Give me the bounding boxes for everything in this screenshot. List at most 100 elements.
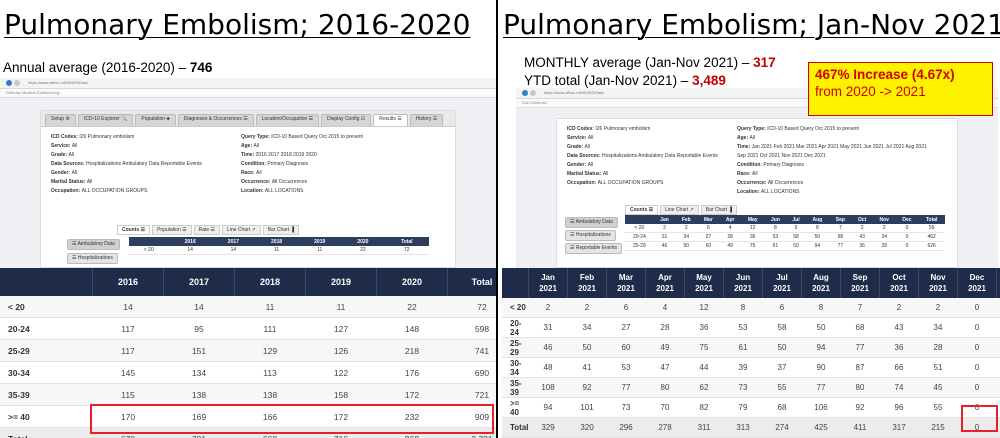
- app-tab-location-occupation[interactable]: Location/Occupation ☰: [255, 114, 320, 126]
- app-tab-results[interactable]: Results ☰: [373, 114, 408, 126]
- query-field-value: All: [602, 171, 609, 177]
- left-dmss-screenshot: https://www.afhsc.mil/DMSS/Data Defense …: [0, 78, 496, 268]
- monthly-average-line: MONTHLY average (Jan-Nov 2021) – 317: [524, 55, 776, 70]
- data-source-button-hospitalizations[interactable]: ☰ Hospitalizations: [67, 253, 118, 264]
- chart-tab-bar-chart[interactable]: Bar Chart ▐: [262, 225, 300, 235]
- table-cell: 169: [163, 405, 235, 428]
- query-field-value: Jan 2021 Feb 2021 Mar 2021 Apr 2021 May …: [751, 144, 927, 150]
- mini-table-cell: 50: [675, 241, 698, 251]
- query-field-value: All: [587, 135, 594, 141]
- mini-table-cell: 14: [211, 246, 255, 255]
- chart-tab-rate[interactable]: Rate ☰: [193, 225, 221, 235]
- table-cell: 53: [723, 317, 763, 338]
- query-field-label: Service:: [567, 135, 588, 141]
- app-tab-setup[interactable]: Setup ⚙: [45, 114, 76, 126]
- table-cell: 14: [92, 296, 164, 318]
- table-cell: 6: [762, 298, 802, 318]
- annual-average-label: Annual average (2016-2020) –: [3, 60, 190, 75]
- column-header-year: 2021: [773, 284, 791, 293]
- data-source-button-reportable-events[interactable]: ☰ Reportable Events: [565, 243, 623, 254]
- chart-tab-counts[interactable]: Counts ☰: [117, 225, 151, 235]
- query-field: Condition: Primary Diagnosis: [737, 161, 927, 170]
- chart-tab-population[interactable]: Population ☰: [152, 225, 192, 235]
- table-cell: 11: [234, 296, 306, 318]
- bookmark-item[interactable]: Defense Medical Epidemiolog...: [6, 90, 63, 95]
- table-cell: 0: [957, 397, 997, 418]
- table-cell: 58: [762, 317, 802, 338]
- row-label: >= 40: [502, 397, 529, 418]
- forward-arrow-icon[interactable]: [14, 80, 20, 86]
- column-header: Oct 2021: [879, 268, 919, 298]
- monthly-average-value: 317: [753, 55, 776, 70]
- mini-column-header: Nov: [872, 215, 896, 224]
- query-field: Occupation: ALL OCCUPATION GROUPS: [567, 179, 718, 188]
- app-tab-diagnoses-occurrences[interactable]: Diagnoses & Occurrences ☰: [177, 114, 254, 126]
- table-cell: 50: [762, 337, 802, 358]
- app-tab-population[interactable]: Population ♣: [135, 114, 176, 126]
- mini-table-cell: 20-24: [625, 232, 654, 242]
- forward-arrow-icon[interactable]: [530, 90, 536, 96]
- table-cell: 320: [567, 417, 607, 438]
- table-cell: 90: [801, 357, 841, 378]
- column-header: Aug 2021: [801, 268, 841, 298]
- table-cell: 148: [376, 317, 448, 340]
- mini-table-cell: 68: [829, 232, 852, 242]
- data-source-button-ambulatory-data[interactable]: ☰ Ambulatory Data: [565, 217, 618, 228]
- app-tab-icd-10-explorer[interactable]: ICD-10 Explorer 🔍: [77, 114, 134, 126]
- chart-tab-counts[interactable]: Counts ☰: [625, 205, 659, 215]
- column-header-year: 2021: [695, 284, 713, 293]
- query-field-value: Hospitalizations Ambulatory Data Reporta…: [602, 153, 718, 159]
- back-arrow-icon[interactable]: [6, 80, 12, 86]
- bookmark-item[interactable]: DoD Webmail: [522, 100, 547, 105]
- mini-column-header: Jul: [786, 215, 806, 224]
- query-summary-left: ICD Codes: I26 Pulmonary embolism Service…: [51, 133, 202, 196]
- browser-url[interactable]: https://www.afhsc.mil/DMSS/Data: [544, 90, 604, 95]
- query-field-value: All: [253, 143, 260, 149]
- data-source-button-hospitalizations[interactable]: ☰ Hospitalizations: [565, 230, 616, 241]
- table-cell: 101: [567, 397, 607, 418]
- query-field-label: Marital Status:: [51, 179, 87, 185]
- mini-table-cell: 50: [805, 232, 830, 242]
- mini-table-cell: 8: [805, 224, 830, 233]
- query-field: Occurrence: All Occurrences: [737, 179, 927, 188]
- table-cell: 329: [528, 417, 568, 438]
- callout-period: from 2020 -> 2021: [815, 84, 926, 99]
- query-field-label: Location:: [737, 189, 761, 195]
- right-dmss-screenshot: https://www.afhsc.mil/DMSS/Data DoD Webm…: [516, 88, 998, 268]
- table-cell: 0: [957, 298, 997, 318]
- chart-tab-line-chart[interactable]: Line Chart ↗: [222, 225, 261, 235]
- mini-table-cell: 11: [298, 246, 342, 255]
- mini-table-cell: 11: [254, 246, 299, 255]
- table-cell: 311: [684, 417, 724, 438]
- query-field-label: Location:: [241, 188, 265, 194]
- left-title: Pulmonary Embolism; 2016-2020: [4, 8, 471, 41]
- query-field: ICD Codes: I26 Pulmonary embolism: [567, 125, 718, 134]
- app-tab-history[interactable]: History ☰: [409, 114, 444, 126]
- row-label: 30-34: [0, 361, 93, 384]
- browser-url[interactable]: https://www.afhsc.mil/DMSS/Data: [28, 80, 88, 85]
- column-header-month: Apr: [658, 273, 672, 282]
- mini-table-cell: 6: [697, 224, 720, 233]
- query-field-label: Condition:: [241, 161, 268, 167]
- data-source-button-ambulatory-data[interactable]: ☰ Ambulatory Data: [67, 239, 120, 250]
- query-field-value: All: [68, 152, 75, 158]
- table-cell: 741: [447, 339, 496, 362]
- table-cell: 94: [528, 397, 568, 418]
- table-cell: 36: [879, 337, 919, 358]
- table-cell: 70: [645, 397, 685, 418]
- browser-bookmark-bar: Defense Medical Epidemiolog...: [0, 89, 496, 98]
- chart-tab-bar-chart[interactable]: Bar Chart ▐: [700, 205, 738, 215]
- column-header: Mar 2021: [606, 268, 646, 298]
- chart-tab-line-chart[interactable]: Line Chart ↗: [660, 205, 699, 215]
- table-cell: 151: [163, 339, 235, 362]
- chart-tab-bar: Counts ☰ Line Chart ↗ Bar Chart ▐: [625, 205, 738, 215]
- query-field: Race: All: [241, 169, 363, 178]
- mini-table-row: 25-29 46 50 60 49 75 61 50 94 77 36 28 0 626: [625, 241, 945, 251]
- back-arrow-icon[interactable]: [522, 90, 528, 96]
- table-cell: 425: [801, 417, 841, 438]
- query-field-value: All: [256, 170, 262, 176]
- right-panel: Pulmonary Embolism; Jan-Nov 2021 MONTHLY…: [498, 0, 1000, 438]
- app-tab-display-config[interactable]: Display Config ☑: [321, 114, 372, 126]
- table-cell: 117: [92, 317, 164, 340]
